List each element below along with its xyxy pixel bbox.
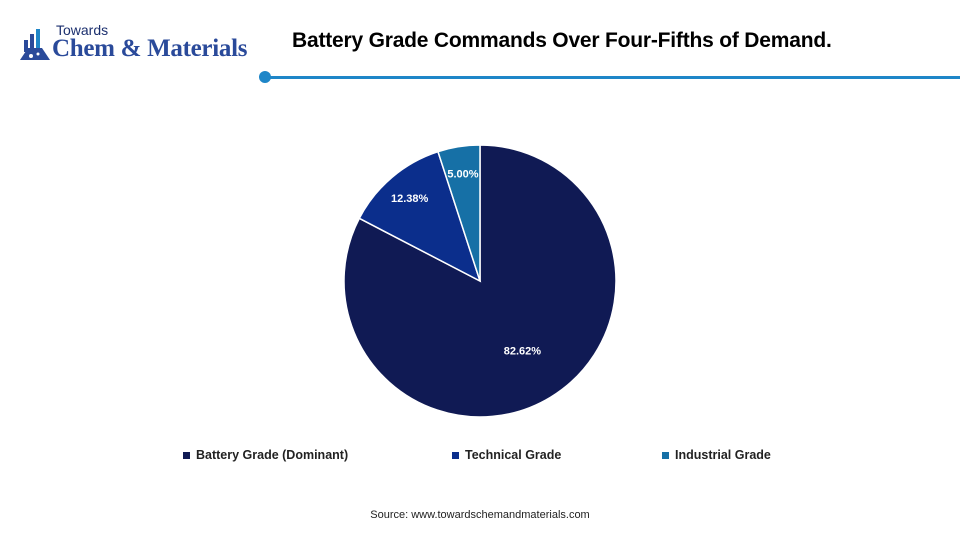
brand-logo: Towards Chem & Materials <box>18 22 258 66</box>
brand-top-text: Towards <box>56 22 109 38</box>
chart-legend: Battery Grade (Dominant) Technical Grade I… <box>0 448 960 466</box>
legend-swatch <box>662 451 669 459</box>
page-title: Battery Grade Commands Over Four-Fifths … <box>292 29 832 52</box>
legend-item-1: Battery Grade (Dominant) <box>183 448 348 462</box>
pie-slice-2 <box>358 150 482 283</box>
flask-icon <box>20 29 50 60</box>
legend-swatch <box>452 451 459 459</box>
legend-item-3: Industrial Grade <box>662 448 771 462</box>
legend-label: Battery Grade (Dominant) <box>196 448 349 462</box>
legend-label: Industrial Grade <box>675 448 771 462</box>
slice-label-1: 82.62% <box>504 346 542 358</box>
legend-item-2: Technical Grade <box>452 448 561 462</box>
slice-label-2: 12.38% <box>391 193 429 205</box>
header-rule-dot <box>259 71 271 83</box>
pie-slice-3 <box>437 144 481 282</box>
legend-swatch <box>183 451 190 459</box>
slice-label-3: 5.00% <box>447 169 478 181</box>
header-rule-line <box>268 76 960 79</box>
legend-label: Technical Grade <box>465 448 562 462</box>
brand-main-text: Chem & Materials <box>52 35 248 62</box>
source-note: Source: www.towardschemandmaterials.com <box>370 509 590 521</box>
